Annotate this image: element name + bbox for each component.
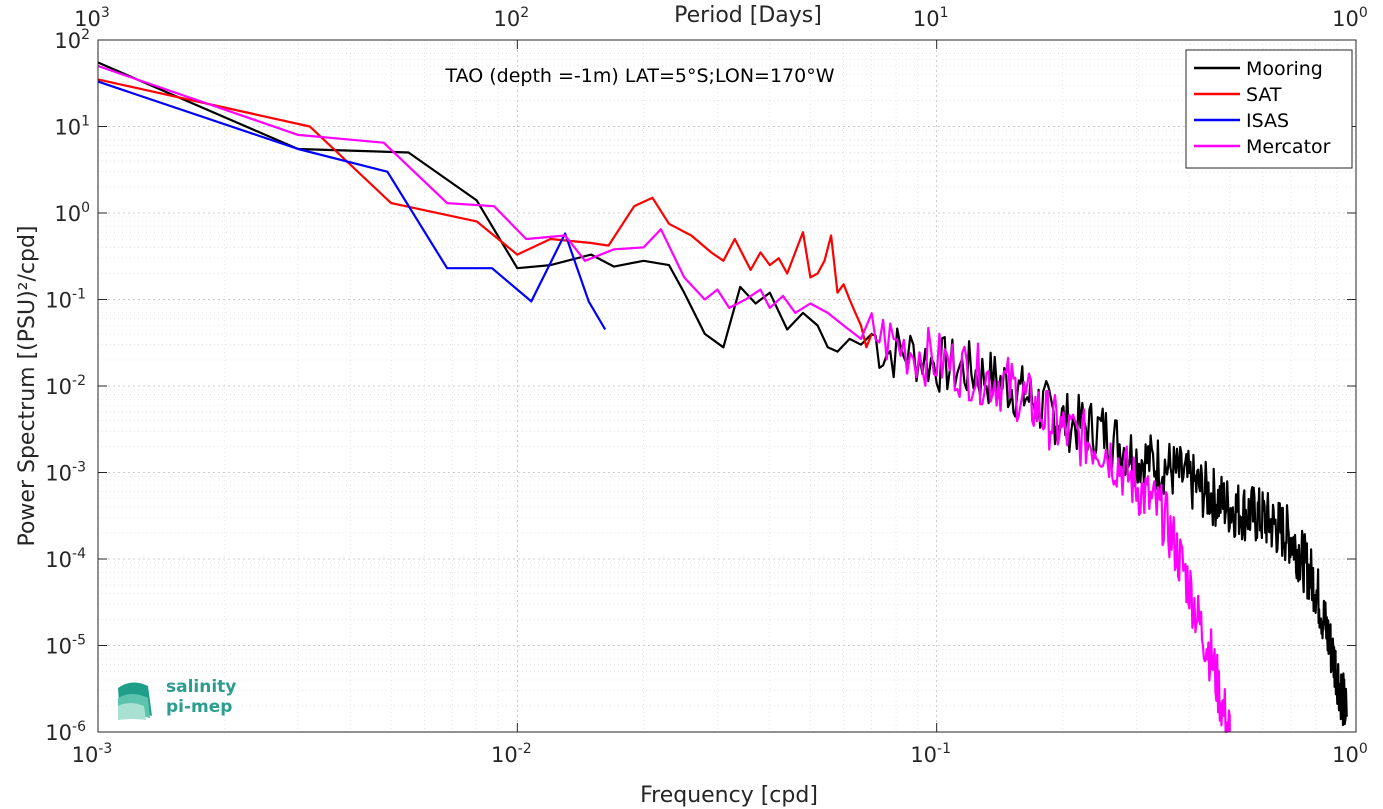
y-tick-label: 10-4 <box>45 546 86 572</box>
chart-title: TAO (depth =-1m) LAT=5°S;LON=170°W <box>444 65 834 87</box>
top-tick-label: 103 <box>74 5 110 31</box>
series-line-sat <box>97 78 873 349</box>
y-tick-label: 102 <box>54 27 90 53</box>
y-tick-label: 10-3 <box>45 460 86 486</box>
y-tick-label: 101 <box>54 114 90 140</box>
legend: Mooring SAT ISAS Mercator <box>1185 49 1353 169</box>
y-tick-label: 10-5 <box>45 633 86 659</box>
top-tick-label: 100 <box>1332 5 1368 31</box>
legend-label-isas: ISAS <box>1246 110 1289 132</box>
legend-box <box>1185 49 1353 169</box>
legend-label-mooring: Mooring <box>1246 58 1323 80</box>
logo-line-1: salinity <box>166 677 236 697</box>
y-tick-label: 10-6 <box>45 719 86 745</box>
top-tick-label: 101 <box>913 5 949 31</box>
legend-label-mercator: Mercator <box>1246 136 1331 158</box>
series-line-mercator <box>97 64 1231 734</box>
y-tick-label: 10-1 <box>45 287 86 313</box>
logo-wave-icon <box>118 682 152 720</box>
x-tick-label: 10-1 <box>910 741 951 767</box>
y-tick-label: 100 <box>54 200 90 226</box>
x-tick-label: 10-2 <box>491 741 532 767</box>
series-lines <box>97 61 1348 734</box>
y-tick-label: 10-2 <box>45 373 86 399</box>
x-axis-label: Frequency [cpd] <box>640 783 818 808</box>
series-line-mooring <box>97 61 1348 727</box>
series-line-isas <box>97 80 607 331</box>
x-tick-label: 10-3 <box>72 741 113 767</box>
top-axis-label: Period [Days] <box>674 3 822 28</box>
tick-marks <box>97 39 1357 733</box>
y-axis-label: Power Spectrum [(PSU)²/cpd] <box>15 225 40 546</box>
legend-label-sat: SAT <box>1246 84 1282 106</box>
logo-line-2: pi-mep <box>166 697 232 717</box>
top-tick-label: 102 <box>494 5 530 31</box>
x-tick-label: 100 <box>1332 741 1368 767</box>
salinity-pi-mep-logo: salinity pi-mep <box>118 677 236 720</box>
